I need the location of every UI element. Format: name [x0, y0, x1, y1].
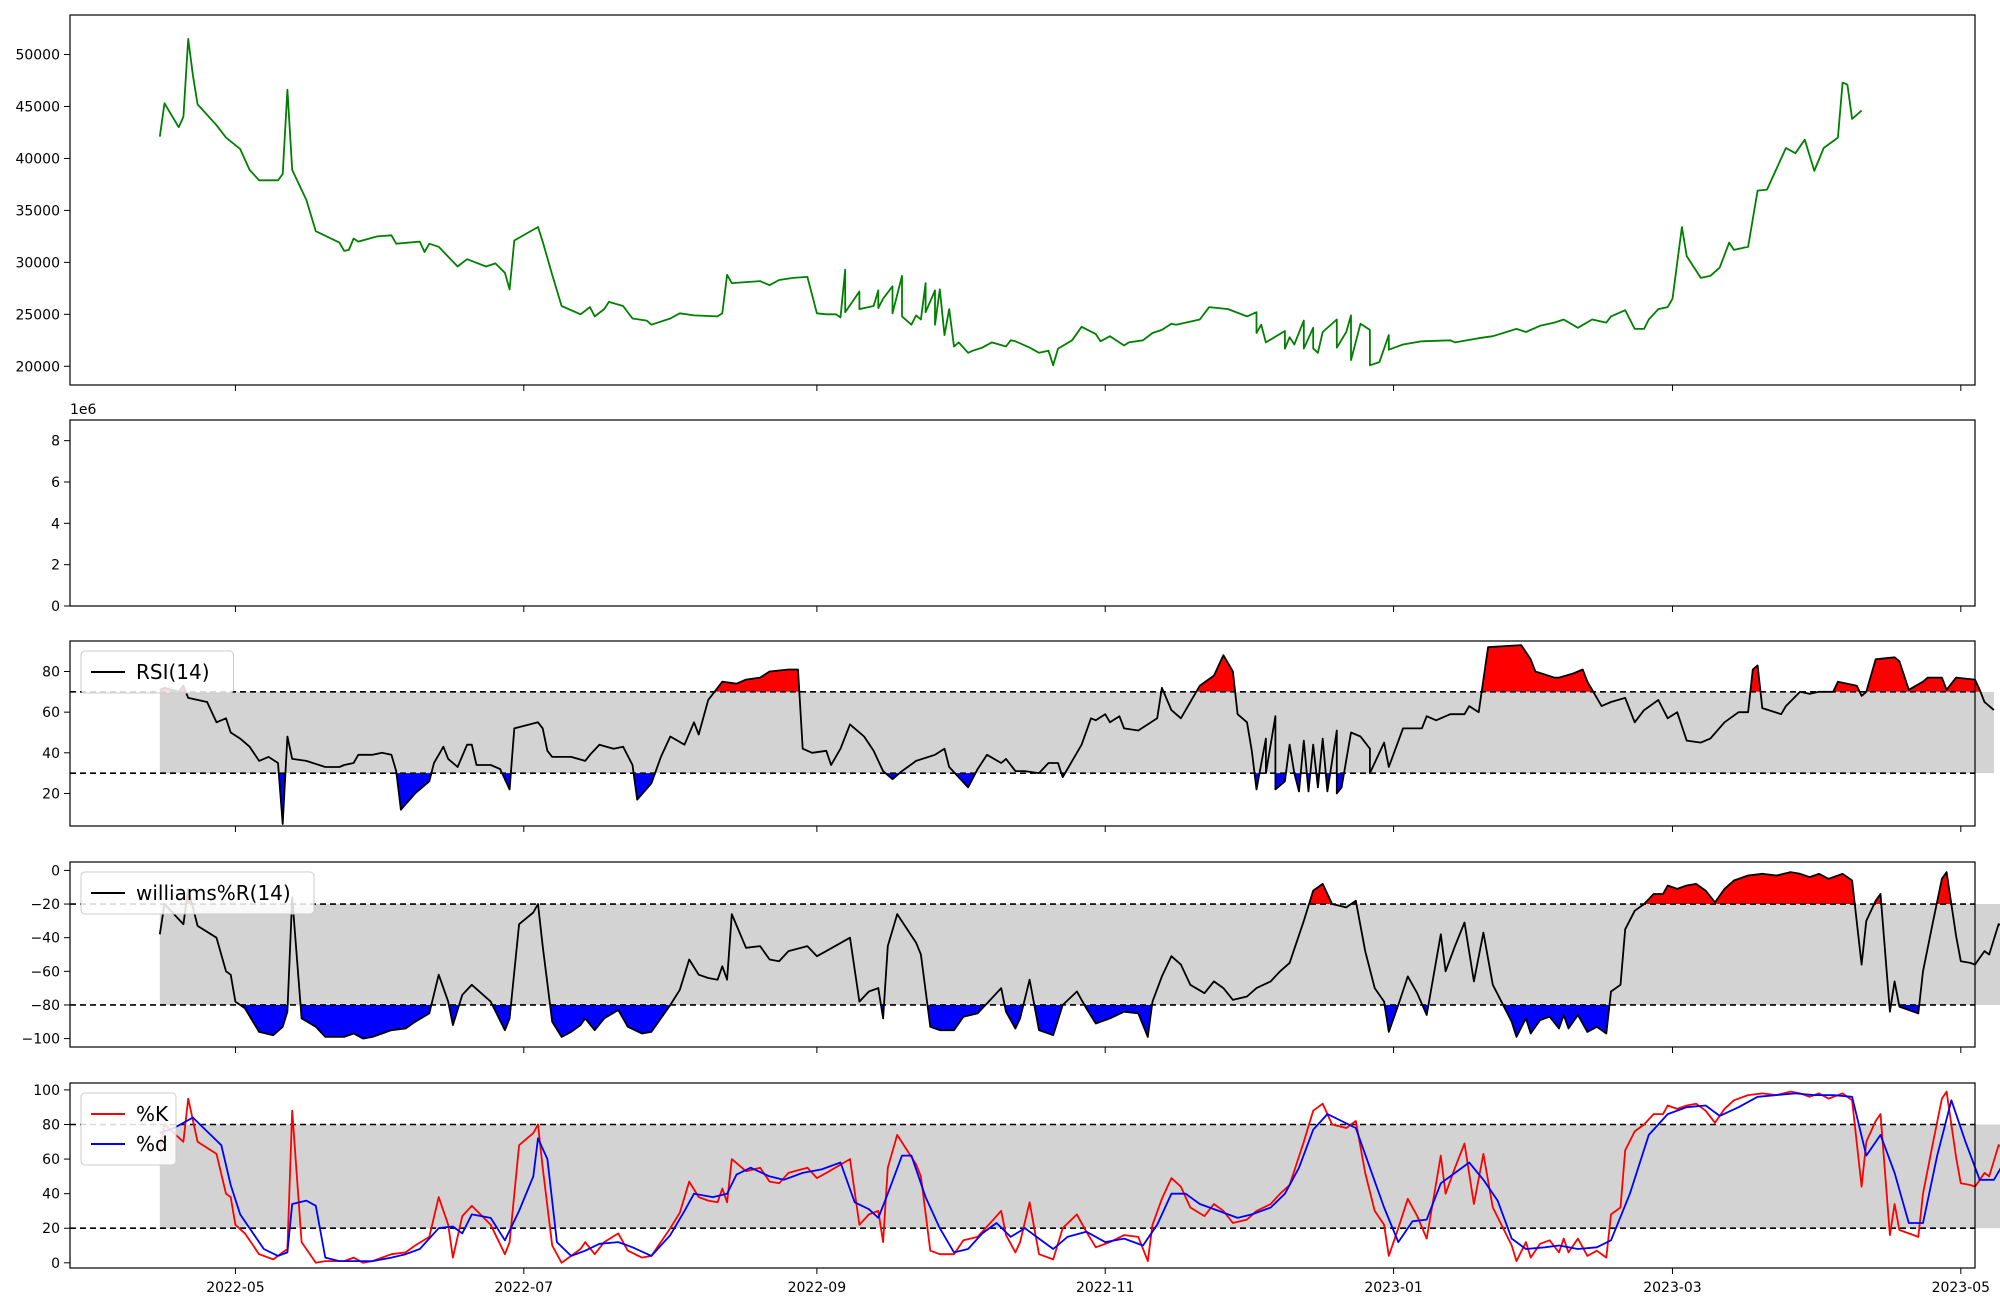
y-tick-label: 6 [51, 475, 60, 491]
legend-box [80, 1092, 177, 1166]
y-tick-label: 2 [51, 558, 60, 574]
x-tick-label: 2022-09 [788, 1280, 847, 1296]
axes-frame [69, 14, 1976, 386]
x-tick-label: 2022-11 [1076, 1280, 1135, 1296]
y-tick-label: 40000 [15, 151, 60, 167]
y-tick-label: −40 [30, 931, 60, 947]
williams-neutral-band [159, 904, 2000, 1005]
y-tick-label: 20 [42, 786, 60, 802]
legend-box [80, 650, 234, 694]
y-tick-label: 60 [42, 705, 60, 721]
x-tick-label: 2023-01 [1364, 1280, 1423, 1296]
y-tick-label: 45000 [15, 99, 60, 115]
legend-label: %d [136, 1132, 168, 1156]
volume-offset-label: 1e6 [70, 402, 97, 418]
price-line [158, 38, 1863, 367]
rsi-series-rsi-14- [159, 644, 1995, 825]
rsi-overbought-area [159, 645, 1981, 692]
y-tick-label: 50000 [15, 47, 60, 63]
williams-legend: williams%R(14) [80, 871, 315, 915]
volume-panel: 0 2 4 6 8 1e6 [51, 402, 1976, 615]
axes-frame [69, 419, 1976, 607]
y-tick-label: 100 [33, 1083, 60, 1099]
y-tick-label: 8 [51, 434, 60, 450]
legend-label: RSI(14) [136, 660, 210, 684]
x-tick-label: 2023-05 [1932, 1280, 1991, 1296]
x-tick-label: 2022-05 [206, 1280, 265, 1296]
y-tick-label: 80 [42, 664, 60, 680]
williams-series-williams-r-14- [158, 871, 2000, 1040]
y-tick-label: 25000 [15, 307, 60, 323]
y-tick-label: 20 [42, 1221, 60, 1237]
stochastic-legend: %K %d [80, 1092, 177, 1166]
y-tick-label: 20000 [15, 359, 60, 375]
rsi-legend: RSI(14) [80, 650, 234, 694]
axes-frame [69, 640, 1976, 827]
y-tick-label: 40 [42, 1187, 60, 1203]
y-tick-label: −80 [30, 998, 60, 1014]
williams-overbought-area [186, 872, 1952, 904]
y-tick-label: 4 [51, 516, 60, 532]
price-panel: 20000 25000 30000 35000 40000 45000 50000 [15, 14, 1976, 391]
y-tick-label: −60 [30, 964, 60, 980]
x-tick-label: 2023-03 [1643, 1280, 1702, 1296]
y-tick-label: 0 [51, 1256, 60, 1272]
y-tick-label: −20 [30, 897, 60, 913]
rsi-oversold-area [278, 773, 1344, 824]
y-tick-label: 0 [51, 863, 60, 879]
legend-box [80, 871, 315, 915]
williams-oversold-area [240, 1005, 1920, 1039]
y-tick-label: 30000 [15, 255, 60, 271]
rsi-panel: 20 40 60 80 RSI(14) [42, 640, 1995, 832]
stochastic-series--k [158, 1090, 2000, 1264]
y-tick-label: 60 [42, 1152, 60, 1168]
axes-frame [69, 1082, 1976, 1269]
williams-panel: −100 −80 −60 −40 −20 0 williams%R(14) [22, 861, 2000, 1053]
y-tick-label: 0 [51, 599, 60, 615]
stochastic-panel: 0 20 40 60 80 100 2022-05 2022-07 2022-09 2022-11… [33, 1082, 2000, 1296]
y-tick-label: 40 [42, 746, 60, 762]
legend-label: williams%R(14) [136, 881, 291, 905]
rsi-neutral-band [159, 691, 1994, 774]
axes-frame [69, 861, 1976, 1048]
y-tick-label: 80 [42, 1117, 60, 1133]
y-tick-label: 35000 [15, 203, 60, 219]
x-tick-label: 2022-07 [495, 1280, 554, 1296]
stochastic-series--d [159, 1092, 2000, 1262]
y-tick-label: −100 [22, 1032, 60, 1048]
legend-label: %K [136, 1102, 169, 1126]
